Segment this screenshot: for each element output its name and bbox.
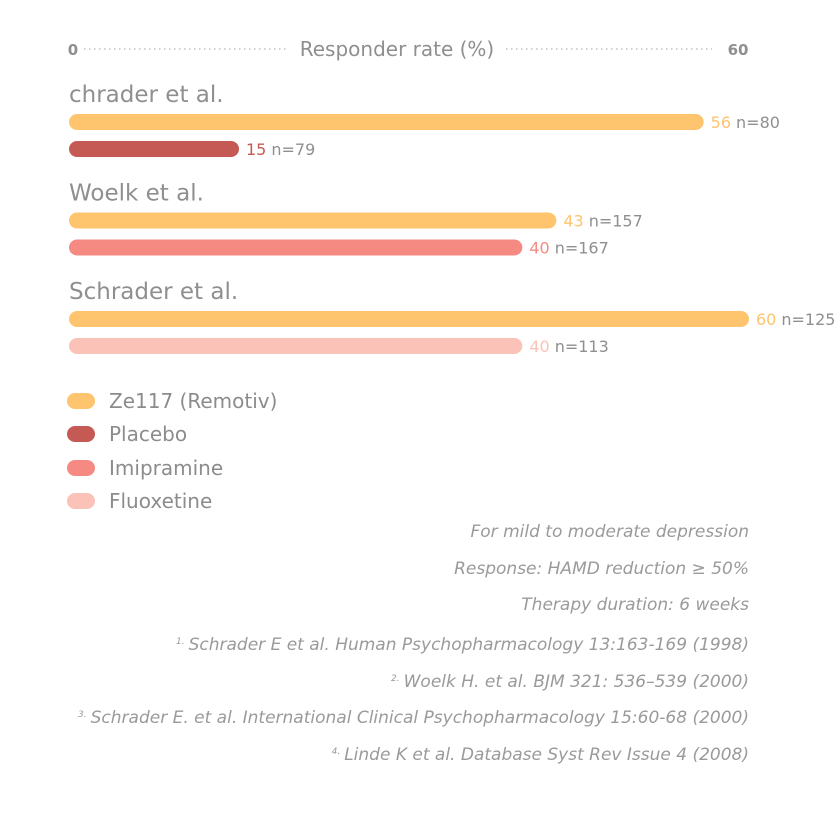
note-response-definition: Response: HAMD reduction ≥ 50% [29,551,749,588]
bars-layer: chrader et al. 56 n=80 15 n=79 Woelk et al. 43… [69,82,835,356]
bar-value-label-3-ze117-remotiv: 60 [756,310,776,329]
legend-swatch-imipramine [67,459,95,476]
group-label-1: chrader et al. [69,82,224,108]
reference-3: 3. Schrader E. et al. International Clini… [29,697,749,734]
note-condition: For mild to moderate depression [29,514,750,551]
axis-max-label: 60 [728,41,749,59]
reference-4-number: 4. [331,747,341,758]
legend: Ze117 (Remotiv) Placebo Imipramine Fluox… [67,384,277,518]
reference-1-text: Schrader E et al. Human Psychopharmacolo… [188,635,749,656]
bar-3-ze117-remotiv [69,311,749,327]
bar-n-label-2-imipramine: n=167 [555,239,609,258]
bar-n-label-2-ze117-remotiv: n=157 [589,212,643,231]
note-duration-text: Therapy duration: 6 weeks [521,595,749,616]
axis-title: Responder rate (%) [300,37,495,61]
bar-n-label-3-ze117-remotiv: n=125 [781,310,835,329]
bar-2-imipramine [69,239,523,256]
legend-swatch-placebo [67,426,95,443]
legend-label-imipramine: Imipramine [109,455,224,480]
group-label-3: Schrader et al. [69,279,238,305]
legend-item-ze117: Ze117 (Remotiv) [67,384,277,418]
bar-n-label-1-ze117-remotiv: n=80 [736,113,780,132]
legend-swatch-fluoxetine [67,493,95,510]
bar-value-label-1-ze117-remotiv: 56 [711,113,731,132]
reference-2: 2. Woelk H. et al. BJM 321: 536–539 (2000… [29,661,749,698]
bar-3-fluoxetine [69,338,523,354]
bar-value-label-2-ze117-remotiv: 43 [563,212,583,231]
bar-2-ze117-remotiv [69,212,557,229]
footnotes: For mild to moderate depression Response… [29,514,749,771]
axis-min-label: 0 [68,41,78,59]
bar-1-ze117-remotiv [69,114,704,130]
legend-label-placebo: Placebo [109,422,188,447]
reference-2-number: 2. [391,673,400,684]
bar-value-label-2-imipramine: 40 [529,239,549,258]
reference-4-text: Linde K et al. Database Syst Rev Issue 4… [344,745,749,766]
legend-item-imipramine: Imipramine [67,451,277,485]
note-response-text: Response: HAMD reduction ≥ 50% [454,558,749,579]
reference-2-text: Woelk H. et al. BJM 321: 536–539 (2000) [403,671,749,692]
legend-swatch-ze117 [67,392,95,409]
legend-item-placebo: Placebo [67,418,277,452]
reference-4: 4. Linde K et al. Database Syst Rev Issue… [29,734,749,771]
bar-value-label-1-placebo: 15 [246,140,266,159]
reference-1-number: 1. [176,637,185,648]
note-condition-text: For mild to moderate depression [470,522,750,542]
group-label-2: Woelk et al. [69,181,204,207]
bar-1-placebo [69,141,239,157]
note-therapy-duration: Therapy duration: 6 weeks [29,587,749,624]
legend-label-fluoxetine: Fluoxetine [109,489,213,514]
responder-rate-chart: 0 Responder rate (%) 60 chrader et al. 56… [68,37,836,356]
bar-value-label-3-fluoxetine: 40 [529,337,549,356]
bar-n-label-3-fluoxetine: n=113 [555,337,609,356]
legend-label-ze117: Ze117 (Remotiv) [109,388,278,413]
bar-n-label-1-placebo: n=79 [271,140,315,159]
reference-1: 1. Schrader E et al. Human Psychopharmaco… [29,624,749,661]
reference-3-number: 3. [78,710,87,721]
reference-3-text: Schrader E. et al. International Clinica… [90,708,749,729]
legend-item-fluoxetine: Fluoxetine [67,485,277,519]
